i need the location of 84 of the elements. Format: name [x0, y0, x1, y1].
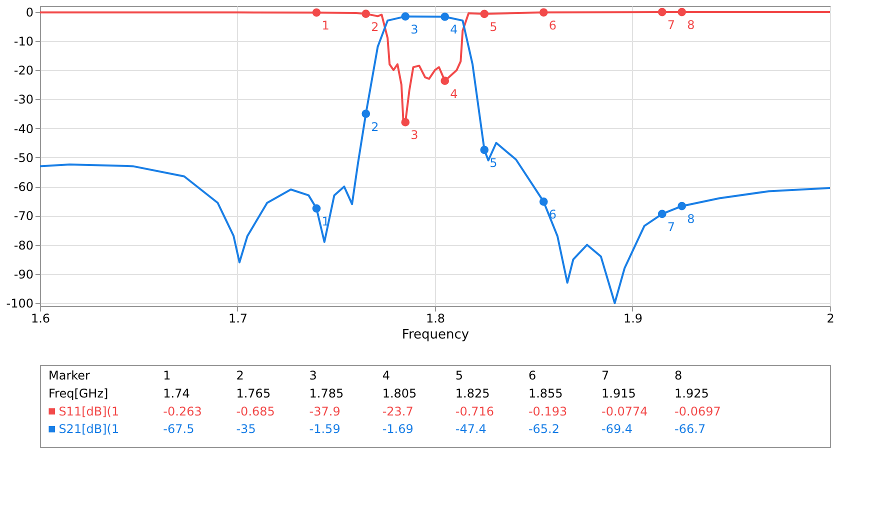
annotation: 4	[450, 86, 458, 101]
point	[658, 8, 666, 16]
text: -0.0697	[674, 404, 721, 418]
text: -47.4	[455, 422, 486, 436]
text: -0.0774	[601, 404, 648, 418]
x-tick-label: 1.7	[228, 312, 248, 326]
y-tick-label: -40	[14, 122, 34, 136]
text: 4	[382, 368, 390, 383]
annotation: 7	[667, 220, 675, 234]
text: Marker	[48, 368, 90, 383]
x-tick-label: 1.8	[426, 312, 446, 326]
text: Freq[GHz]	[48, 386, 108, 401]
y-tick-label: -20	[14, 64, 34, 78]
text: 8	[674, 368, 682, 383]
annotation: 1	[322, 18, 330, 33]
text: -35	[236, 422, 256, 436]
text: -67.5	[163, 422, 194, 436]
point	[312, 8, 321, 17]
x-tick-label: 1.6	[30, 312, 50, 326]
text: -1.59	[309, 422, 340, 436]
text: -0.263	[163, 404, 202, 418]
annotation: 2	[371, 20, 379, 34]
text: -0.685	[236, 404, 275, 418]
text: 1.785	[309, 386, 344, 401]
point	[362, 10, 370, 18]
x-tick-label: 2	[826, 312, 834, 326]
annotation: 4	[450, 22, 458, 37]
point	[539, 8, 548, 17]
text: 2	[236, 368, 244, 383]
text: -0.716	[455, 404, 494, 418]
text: -37.9	[309, 404, 340, 418]
y-tick-label: -50	[14, 150, 34, 165]
annotation: 6	[548, 208, 556, 222]
point	[678, 202, 686, 210]
text: 1.825	[455, 386, 490, 401]
text: 1.925	[674, 386, 709, 401]
point	[678, 8, 686, 16]
point	[401, 118, 410, 126]
text: 1.915	[601, 386, 636, 401]
annotation: 2	[371, 120, 379, 134]
point	[312, 204, 321, 213]
point	[539, 198, 548, 206]
y-tick-label: -10	[14, 34, 34, 48]
text: -1.69	[382, 422, 414, 436]
point	[440, 12, 450, 21]
legend-label: S21[dB](1	[58, 422, 120, 436]
point	[362, 110, 370, 118]
text: -0.193	[528, 404, 568, 418]
point	[480, 10, 489, 18]
y-tick-label: -70	[14, 209, 34, 224]
text: 5	[455, 368, 464, 383]
annotation: 3	[410, 128, 418, 142]
text: 6	[528, 368, 536, 383]
y-tick-label: 0	[26, 5, 34, 20]
text: -23.7	[382, 404, 414, 418]
text: 7	[601, 368, 610, 383]
text: 1.74	[163, 386, 190, 401]
annotation: 5	[490, 20, 498, 34]
annotation: 8	[687, 212, 695, 226]
text: 1.855	[528, 386, 563, 401]
annotation: 3	[410, 22, 418, 36]
legend-label: S11[dB](1	[58, 404, 120, 418]
x-axis-title: Frequency	[402, 328, 470, 342]
point	[401, 12, 410, 21]
annotation: 5	[490, 156, 498, 170]
text: -66.7	[674, 422, 706, 436]
annotation: 6	[548, 18, 556, 32]
text: 1.805	[382, 386, 417, 401]
text: 1.765	[236, 386, 271, 401]
text: -65.2	[528, 422, 560, 436]
annotation: 8	[687, 18, 695, 32]
y-tick-label: -80	[14, 238, 34, 252]
y-tick-label: -90	[14, 267, 34, 282]
text: 3	[309, 368, 317, 383]
point	[480, 146, 489, 154]
point	[440, 76, 450, 86]
y-tick-label: -30	[14, 92, 34, 107]
x-tick-label: 1.9	[623, 312, 643, 326]
point	[658, 210, 666, 218]
y-tick-label: -100	[6, 296, 34, 311]
y-tick-label: -60	[14, 180, 34, 194]
text: 1	[163, 368, 171, 383]
text: -69.4	[601, 422, 633, 436]
annotation: 7	[667, 18, 675, 32]
